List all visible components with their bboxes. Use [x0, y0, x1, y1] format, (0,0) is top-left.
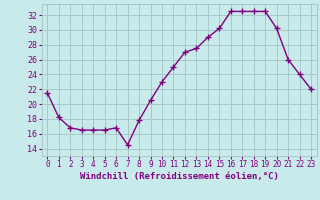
X-axis label: Windchill (Refroidissement éolien,°C): Windchill (Refroidissement éolien,°C)	[80, 172, 279, 181]
